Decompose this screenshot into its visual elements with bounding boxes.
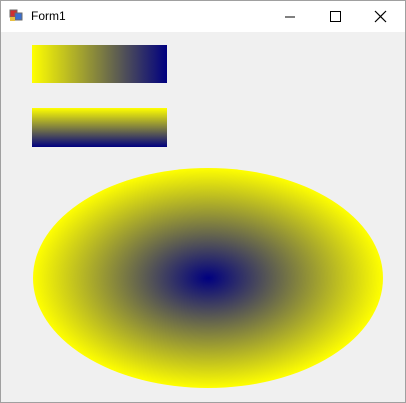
maximize-button[interactable] (330, 11, 341, 22)
app-icon (9, 9, 23, 21)
horizontal-gradient-rect (32, 45, 167, 83)
title-bar: Form1 (1, 1, 405, 32)
radial-gradient-ellipse (33, 168, 383, 388)
vertical-gradient-rect (32, 108, 167, 147)
title-bar-graphics (9, 9, 387, 23)
close-button[interactable] (374, 10, 387, 23)
window-title: Form1 (31, 9, 66, 23)
